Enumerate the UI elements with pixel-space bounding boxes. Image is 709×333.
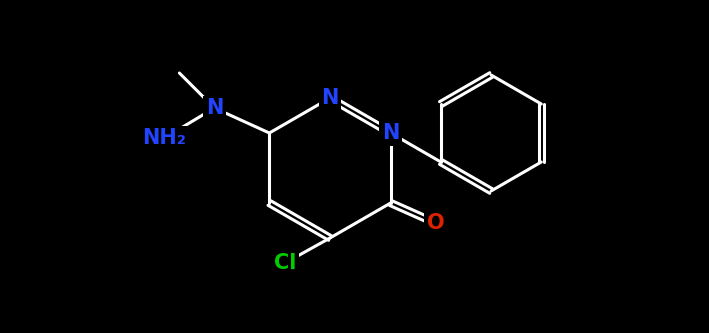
- Text: NH₂: NH₂: [143, 128, 186, 148]
- Text: N: N: [382, 123, 399, 143]
- Text: Cl: Cl: [274, 253, 296, 273]
- Text: N: N: [321, 88, 339, 108]
- Text: N: N: [206, 98, 223, 118]
- Text: O: O: [427, 213, 445, 233]
